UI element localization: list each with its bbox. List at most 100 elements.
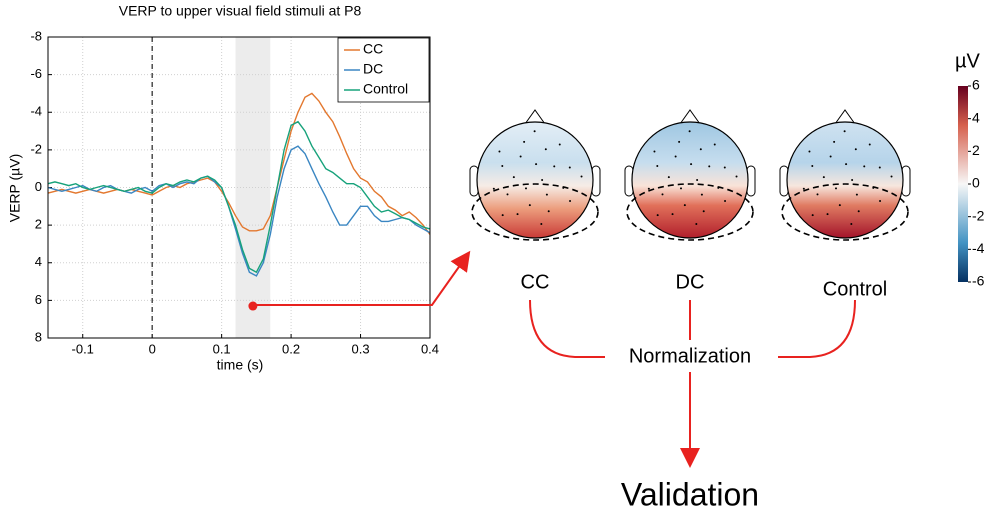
electrode [854,148,857,151]
electrode [838,204,841,207]
electrode [855,193,858,196]
y-tick-label: 4 [35,254,42,269]
electrode [667,176,670,179]
colorbar-tick-label: 4 [972,109,980,125]
x-axis-label: time (s) [217,357,264,373]
electrode [688,130,691,133]
electrode [516,213,519,216]
electrode [674,155,677,158]
flow: Normalization Validation [255,250,856,512]
electrode [723,166,726,169]
condition-label: CC [521,271,550,293]
connector [529,299,605,358]
head-nose [679,109,701,125]
electrode [683,204,686,207]
electrode [656,214,659,217]
topomaps: CC DC Control [469,109,911,300]
electrode [558,143,561,146]
electrode [553,165,556,168]
x-tick-label: 0.3 [352,341,370,356]
y-tick-label: -2 [30,141,42,156]
electrode [802,187,805,190]
head-nose [524,109,546,125]
condition-label: DC [676,271,705,293]
electrode [808,150,811,153]
y-tick-label: -8 [30,28,42,43]
electrode [679,187,682,190]
legend-label: DC [363,61,383,77]
scalp-map [631,121,749,239]
electrode [843,130,846,133]
colorbar-scale [958,86,968,282]
electrode [879,200,882,203]
electrode [702,210,705,213]
head-nose [834,109,856,125]
electrode [498,150,501,153]
electrode [545,193,548,196]
y-axis-label: VERP (µV) [7,154,23,223]
erp-plot: VERP to upper visual field stimuli at P8… [7,3,439,373]
legend-label: Control [363,81,408,97]
electrode [535,163,538,166]
electrode [834,187,837,190]
y-tick-label: 0 [35,179,42,194]
electrode [568,166,571,169]
electrode [678,140,681,143]
condition-label: Control [823,278,887,300]
electrode [863,165,866,168]
electrode [519,155,522,158]
electrode [580,175,583,178]
electrode [833,140,836,143]
colorbar-tick-label: -2 [972,207,984,223]
electrode [547,210,550,213]
legend: CC DC Control [337,37,430,103]
y-tick-label: 8 [35,329,42,344]
colorbar: µV 6 4 2 0 -2 -4 -6 [955,50,984,288]
electrode [528,204,531,207]
electrode [717,186,720,189]
legend-label: CC [363,41,383,57]
scalp-map [476,121,594,239]
electrode [661,193,664,196]
electrode [826,213,829,216]
electrode [724,200,727,203]
series-line [47,92,431,235]
electrode [868,143,871,146]
y-tick-label: 2 [35,217,42,232]
roi-outline [781,183,909,241]
scalp-map [786,121,904,239]
electrode [695,222,698,225]
electrode [569,200,572,203]
electrode [829,155,832,158]
electrode [656,164,659,167]
x-tick-label: -0.1 [72,341,94,356]
colorbar-tick-label: 6 [972,77,980,93]
electrode [696,179,699,181]
colorbar-tick-label: -4 [972,240,984,256]
electrode [562,186,565,189]
colorbar-tick-label: 2 [972,142,980,158]
electrode [735,175,738,178]
colorbar-tick-label: -6 [972,273,984,289]
electrode [700,193,703,196]
electrode [845,163,848,166]
x-tick-label: 0.2 [282,341,300,356]
electrode [690,163,693,166]
electrode [653,150,656,153]
electrode [816,193,819,196]
step-label: Normalization [629,345,751,367]
electrode [857,210,860,213]
electrode [878,166,881,169]
colorbar-unit: µV [955,50,981,72]
electrode [524,187,527,190]
colorbar-tick-label: 0 [972,175,980,191]
series-line [47,145,431,277]
electrode [540,222,543,225]
electrode [850,222,853,225]
electrode [541,179,544,181]
chart-title: VERP to upper visual field stimuli at P8 [119,3,362,19]
roi-outline [471,183,599,241]
electrode [890,175,893,178]
electrode [851,179,854,181]
